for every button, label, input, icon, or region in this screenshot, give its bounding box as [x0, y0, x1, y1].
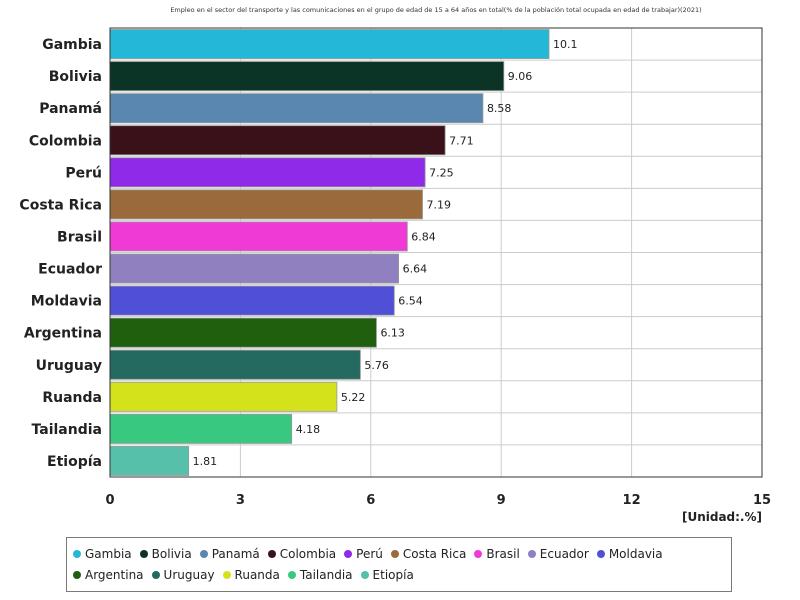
x-tick-label: 6 [366, 493, 375, 508]
bar-4 [109, 125, 446, 156]
bar-7 [109, 221, 408, 252]
legend-item: Panamá [199, 543, 260, 564]
legend-swatch [287, 570, 296, 579]
legend-label: Colombia [279, 546, 337, 561]
bar-14 [109, 446, 190, 476]
bar-5 [109, 157, 426, 188]
legend-label: Perú [356, 546, 383, 561]
legend-item: Argentina [73, 564, 144, 585]
category-label: Moldavia [31, 294, 102, 310]
value-label: 8.58 [487, 102, 512, 115]
unit-label: [Unidad:.%] [682, 510, 762, 524]
value-label: 9.06 [508, 70, 532, 83]
x-tick-label: 3 [236, 493, 245, 508]
legend-item: Colombia [267, 543, 337, 564]
category-label: Perú [65, 165, 102, 181]
legend: Gambia Bolivia Panamá Colombia Perú Costa Ric… [66, 537, 732, 592]
category-label: Ruanda [42, 390, 102, 406]
legend-label: Ruanda [234, 567, 280, 582]
legend-item: Costa Rica [390, 543, 467, 564]
category-label: Colombia [29, 133, 102, 149]
legend-label: Gambia [85, 546, 132, 561]
value-label: 10.1 [553, 38, 578, 51]
bar-8 [109, 253, 400, 284]
legend-item: Gambia [73, 543, 132, 564]
legend-swatch [222, 570, 231, 579]
legend-label: Etiopía [372, 567, 414, 582]
legend-item: Brasil [474, 543, 520, 564]
legend-swatch [267, 549, 276, 558]
value-label: 6.54 [398, 295, 423, 308]
x-tick-label: 12 [623, 493, 641, 508]
value-label: 6.13 [380, 327, 405, 340]
category-label: Tailandia [32, 422, 102, 438]
legend-label: Argentina [85, 567, 144, 582]
legend-item: Ruanda [222, 564, 280, 585]
legend-item: Uruguay [151, 564, 215, 585]
legend-label: Brasil [486, 546, 520, 561]
value-label: 1.81 [193, 455, 218, 468]
legend-item: Etiopía [360, 564, 414, 585]
category-label: Brasil [57, 229, 102, 245]
legend-item: Perú [344, 543, 383, 564]
value-label: 6.84 [411, 230, 436, 243]
legend-label: Ecuador [539, 546, 589, 561]
gridlines [110, 28, 762, 477]
value-label: 4.18 [296, 423, 321, 436]
value-label: 7.19 [427, 198, 452, 211]
legend-label: Costa Rica [402, 546, 467, 561]
legend-swatch [474, 549, 483, 558]
legend-swatch [73, 570, 81, 579]
legend-item: Moldavia [596, 543, 663, 564]
value-label: 7.71 [449, 134, 474, 147]
legend-label: Uruguay [163, 567, 215, 582]
legend-swatch [596, 549, 605, 558]
legend-item: Tailandia [287, 564, 353, 585]
legend-label: Tailandia [299, 567, 353, 582]
bar-2 [109, 61, 505, 92]
legend-item: Bolivia [139, 543, 192, 564]
category-label: Panamá [39, 101, 102, 117]
bar-6 [109, 189, 423, 220]
category-label: Etiopía [47, 454, 102, 470]
bar-12 [109, 381, 338, 412]
category-label: Costa Rica [19, 197, 102, 213]
bar-13 [109, 413, 293, 444]
value-label: 5.76 [364, 359, 389, 372]
category-label: Ecuador [38, 262, 102, 278]
legend-item: Ecuador [527, 543, 589, 564]
legend-swatch [527, 549, 536, 558]
legend-swatch [199, 549, 208, 558]
chart-title: Empleo en el sector del transporte y las… [170, 6, 701, 14]
legend-label: Moldavia [608, 546, 663, 561]
value-label: 6.64 [403, 263, 428, 276]
legend-swatch [139, 549, 148, 558]
legend-label: Bolivia [151, 546, 192, 561]
category-label: Argentina [24, 326, 102, 342]
bar-1 [109, 29, 550, 59]
legend-swatch [151, 570, 160, 579]
bars: 10.1 9.06 8.58 7.71 7.25 7.19 6.84 6.64 6.54 6.13… [109, 29, 578, 476]
legend-swatch [390, 549, 399, 558]
legend-swatch [360, 570, 369, 579]
x-tick-label: 0 [105, 493, 114, 508]
legend-label: Panamá [211, 546, 260, 561]
bar-3 [109, 93, 484, 124]
legend-swatch [344, 549, 353, 558]
x-tick-label: 15 [753, 493, 771, 508]
category-labels: Gambia Bolivia Panamá Colombia Perú Costa Ric… [19, 37, 102, 470]
legend-swatch [73, 549, 81, 558]
value-label: 7.25 [429, 166, 454, 179]
plot-frame [109, 27, 763, 478]
value-label: 5.22 [341, 391, 366, 404]
category-label: Uruguay [36, 358, 102, 374]
bar-10 [109, 317, 377, 348]
x-tick-label: 9 [497, 493, 506, 508]
category-label: Bolivia [49, 69, 102, 85]
bar-9 [109, 285, 395, 316]
x-axis-ticks: 0 3 6 9 12 15 [105, 493, 771, 508]
category-label: Gambia [42, 37, 102, 53]
bar-11 [109, 349, 361, 380]
